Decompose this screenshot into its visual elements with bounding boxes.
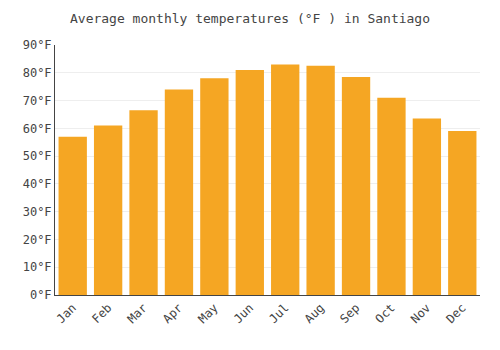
svg-text:Mar: Mar <box>125 301 150 326</box>
svg-text:50°F: 50°F <box>23 149 52 163</box>
svg-text:Jun: Jun <box>231 301 256 326</box>
svg-text:70°F: 70°F <box>23 94 52 108</box>
svg-text:Sep: Sep <box>337 301 362 326</box>
svg-text:40°F: 40°F <box>23 177 52 191</box>
svg-text:0°F: 0°F <box>30 288 52 302</box>
svg-text:20°F: 20°F <box>23 233 52 247</box>
svg-text:60°F: 60°F <box>23 122 52 136</box>
svg-text:30°F: 30°F <box>23 205 52 219</box>
svg-text:Average monthly temperatures (: Average monthly temperatures (°F ) in Sa… <box>70 11 430 26</box>
svg-text:Jul: Jul <box>266 301 291 326</box>
svg-text:Dec: Dec <box>443 301 468 326</box>
svg-text:10°F: 10°F <box>23 260 52 274</box>
svg-text:Jan: Jan <box>54 301 79 326</box>
svg-text:Apr: Apr <box>160 301 185 326</box>
svg-text:Nov: Nov <box>408 301 433 326</box>
svg-text:Oct: Oct <box>373 301 398 326</box>
svg-text:80°F: 80°F <box>23 66 52 80</box>
svg-text:Feb: Feb <box>89 301 114 326</box>
svg-text:90°F: 90°F <box>23 38 52 52</box>
svg-text:May: May <box>196 301 221 326</box>
svg-text:Aug: Aug <box>302 301 327 326</box>
